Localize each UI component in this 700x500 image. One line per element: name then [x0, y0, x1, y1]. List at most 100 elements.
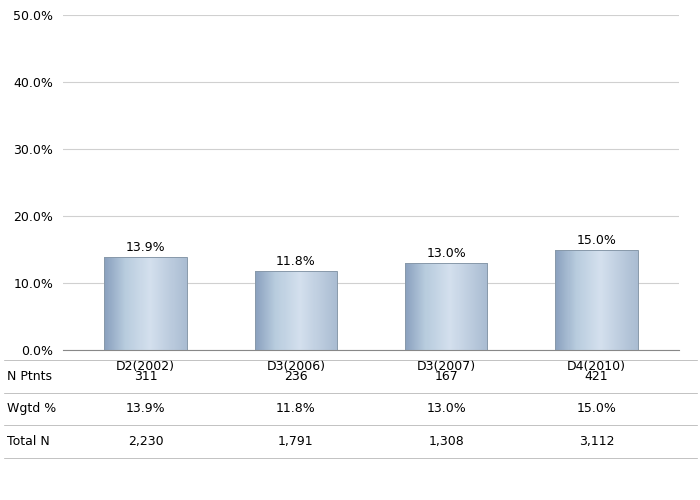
Bar — [153, 257, 154, 350]
Bar — [167, 257, 169, 350]
Bar — [137, 257, 139, 350]
Bar — [566, 250, 568, 350]
Bar — [111, 257, 112, 350]
Bar — [439, 263, 440, 350]
Bar — [135, 257, 136, 350]
Bar — [625, 250, 626, 350]
Bar — [183, 257, 184, 350]
Bar — [418, 263, 419, 350]
Bar — [445, 263, 447, 350]
Bar — [258, 271, 259, 350]
Bar — [432, 263, 433, 350]
Bar — [460, 263, 461, 350]
Bar — [482, 263, 484, 350]
Bar — [336, 271, 337, 350]
Bar — [608, 250, 609, 350]
Bar — [471, 263, 472, 350]
Bar — [133, 257, 134, 350]
Text: Wgtd %: Wgtd % — [7, 402, 56, 415]
Bar — [588, 250, 589, 350]
Bar — [559, 250, 561, 350]
Bar — [408, 263, 409, 350]
Bar — [595, 250, 596, 350]
Bar — [148, 257, 150, 350]
Bar — [128, 257, 130, 350]
Bar — [321, 271, 322, 350]
Bar — [485, 263, 486, 350]
Bar — [637, 250, 638, 350]
Bar — [262, 271, 263, 350]
Bar — [136, 257, 137, 350]
Bar — [117, 257, 118, 350]
Bar — [154, 257, 155, 350]
Bar — [575, 250, 577, 350]
Bar — [481, 263, 482, 350]
Bar — [159, 257, 160, 350]
Bar — [480, 263, 482, 350]
Bar — [555, 250, 556, 350]
Bar — [152, 257, 153, 350]
Bar — [324, 271, 325, 350]
Bar — [316, 271, 318, 350]
Bar — [156, 257, 157, 350]
Bar — [441, 263, 442, 350]
Bar — [312, 271, 314, 350]
Bar — [473, 263, 474, 350]
Bar — [335, 271, 336, 350]
Bar — [293, 271, 294, 350]
Bar — [304, 271, 305, 350]
Bar — [592, 250, 594, 350]
Bar — [163, 257, 164, 350]
Bar — [176, 257, 177, 350]
Bar — [606, 250, 607, 350]
Bar — [262, 271, 264, 350]
Bar — [333, 271, 334, 350]
Bar — [125, 257, 126, 350]
Bar — [461, 263, 462, 350]
Bar — [623, 250, 624, 350]
Bar — [257, 271, 258, 350]
Bar — [430, 263, 432, 350]
Bar — [470, 263, 471, 350]
Bar — [406, 263, 407, 350]
Bar — [308, 271, 309, 350]
Bar — [597, 250, 598, 350]
Text: 11.8%: 11.8% — [276, 256, 316, 268]
Bar — [290, 271, 291, 350]
Bar — [467, 263, 468, 350]
Bar — [300, 271, 301, 350]
Bar — [323, 271, 324, 350]
Bar — [155, 257, 156, 350]
Bar — [164, 257, 165, 350]
Text: 421: 421 — [584, 370, 608, 383]
Bar — [269, 271, 270, 350]
Bar — [633, 250, 634, 350]
Bar — [442, 263, 443, 350]
Bar — [409, 263, 410, 350]
Bar — [299, 271, 300, 350]
Bar — [144, 257, 145, 350]
Bar — [124, 257, 125, 350]
Bar — [620, 250, 622, 350]
Bar — [434, 263, 435, 350]
Bar — [463, 263, 465, 350]
Bar — [286, 271, 288, 350]
Bar — [570, 250, 572, 350]
Text: 236: 236 — [284, 370, 308, 383]
Bar — [435, 263, 436, 350]
Bar — [589, 250, 590, 350]
Bar — [410, 263, 411, 350]
Bar — [111, 257, 113, 350]
Bar — [268, 271, 270, 350]
Bar — [585, 250, 586, 350]
Bar — [279, 271, 281, 350]
Bar — [474, 263, 475, 350]
Bar — [614, 250, 615, 350]
Bar — [458, 263, 460, 350]
Bar — [161, 257, 162, 350]
Bar — [586, 250, 587, 350]
Bar — [612, 250, 613, 350]
Bar — [466, 263, 467, 350]
Bar — [561, 250, 562, 350]
Bar — [405, 263, 406, 350]
